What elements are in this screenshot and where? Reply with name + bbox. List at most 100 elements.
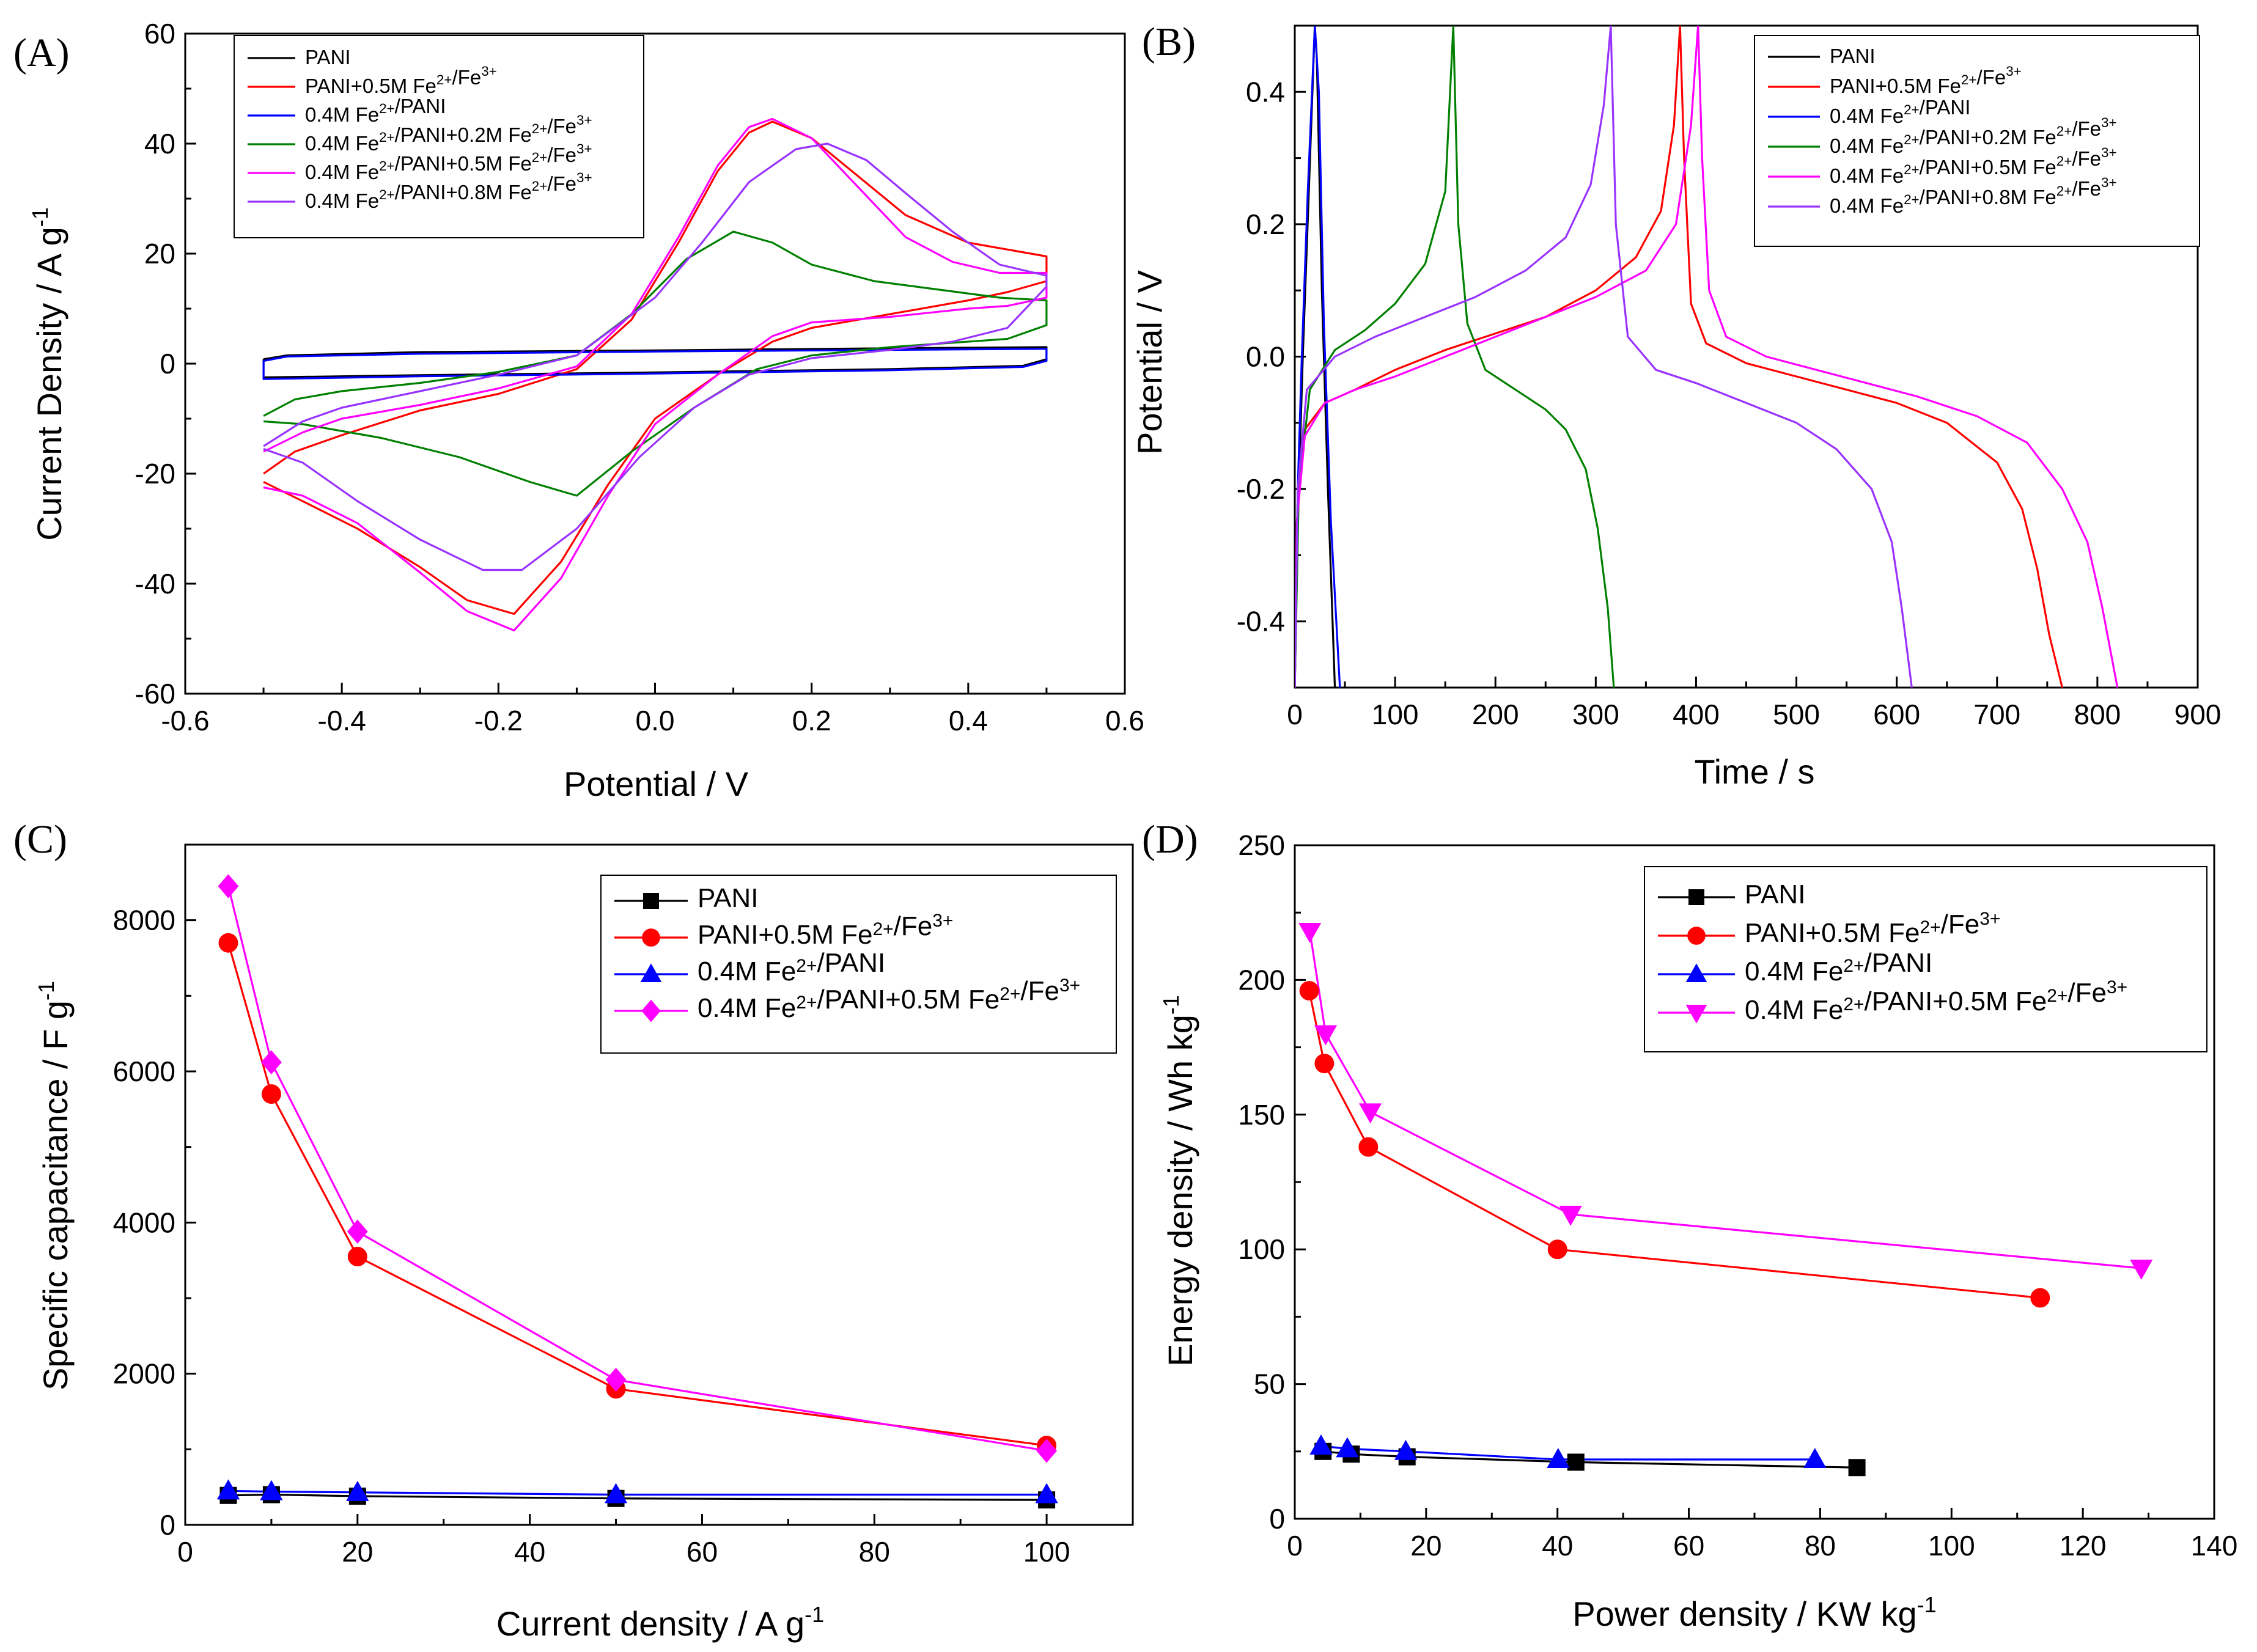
panel-d-point-2-0: [1309, 1434, 1333, 1455]
panel-d-legend-label-2-text: 0.4M: [1745, 956, 1812, 986]
panel-b-series-line-3: [1295, 26, 1615, 688]
panel-b-legend-label-3-fe: Fe: [2077, 117, 2101, 140]
panel-a-legend-label-2-fe: Fe: [356, 103, 380, 126]
panel-d-ylabel-text: Energy density / Wh kg: [1161, 1015, 1199, 1367]
panel-b-legend-label-4: 0.4M Fe2+/PANI+0.5M Fe2+/Fe3+: [1830, 145, 2117, 187]
panel-d-xtick-label: 60: [1673, 1530, 1704, 1562]
panel-c-xlabel-text: Current density / A g: [496, 1604, 804, 1643]
panel-d-point-0-4: [1848, 1459, 1866, 1477]
panel-b-xtick-label: 900: [2174, 699, 2222, 730]
panel-a-ytick-label: -40: [135, 568, 175, 600]
panel-a-legend-label-4-text: /: [547, 144, 553, 166]
panel-d-legend-label-2-text: /PANI: [1865, 948, 1933, 978]
panel-d: (D) 0 20 40 60 80 100 120 140 0 50 100 150 200 250 Po…: [1142, 817, 2237, 1633]
panel-b-legend-label-1-text: PANI+0.5M: [1830, 75, 1937, 97]
panel-d-point-3-4: [2130, 1260, 2153, 1280]
panel-a-legend-label-4-fe: Fe: [356, 161, 380, 183]
panel-b-xtick-label: 800: [2074, 699, 2121, 730]
panel-d-legend-marker-3: [1685, 1005, 1707, 1024]
panel-d-point-2-2: [1394, 1439, 1418, 1460]
panel-a-legend-label-3-sup: 2+: [379, 130, 395, 145]
panel-d-legend-marker-2: [1685, 963, 1707, 982]
panel-b-legend-label-0-text: PANI: [1830, 45, 1876, 67]
panel-c-ytick-label: 0: [160, 1509, 175, 1541]
panel-a-xtick-label: 0.2: [792, 705, 831, 736]
panel-b-legend-label-3-sup: 3+: [2101, 115, 2117, 130]
panel-c-point-3-0: [218, 874, 239, 898]
panel-a-legend-label-5-fe: Fe: [553, 172, 576, 195]
panel-a-legend-label-4-sup: 3+: [576, 141, 592, 156]
panel-d-legend-label-1-text: PANI+0.5M: [1745, 918, 1888, 948]
panel-c-ytick-label: 6000: [113, 1055, 175, 1087]
panel-b-xtick-label: 500: [1773, 699, 1820, 730]
panel-d-legend-label-1-sup: 3+: [1979, 909, 2000, 929]
panel-b-legend-label-3: 0.4M Fe2+/PANI+0.2M Fe2+/Fe3+: [1830, 115, 2117, 157]
panel-d-point-2-3: [1547, 1448, 1570, 1469]
panel-d-point-1-1: [1314, 1054, 1335, 1073]
panel-c-legend-marker-0: [643, 893, 659, 909]
panel-d-plot: 0 20 40 60 80 100 120 140 0 50 100 150 200 250: [1238, 829, 2237, 1562]
panel-a-legend-label-1-sup: 2+: [436, 72, 452, 87]
panel-d-legend-label-3-sup: 2+: [1843, 994, 1864, 1015]
panel-c-legend-label-3-fe: Fe: [968, 985, 1000, 1015]
panel-b-legend-label-2-sup: 2+: [1904, 102, 1920, 117]
panel-d-point-3-3: [1559, 1205, 1582, 1226]
panel-a-legend-label-3-text: /: [547, 115, 553, 138]
panel-c-legend-label-0-text: PANI: [698, 883, 758, 913]
panel-a-series-line-5: [263, 142, 1048, 571]
panel-c-legend-label-3-text: 0.4M: [698, 993, 765, 1023]
panel-a: (A) -0.6 -0.4 -0.2 0.0 0.2 0.4 0.6 -60 -40 -20 0 20…: [13, 18, 1144, 803]
panel-d-ytick-label: 250: [1238, 829, 1285, 861]
panel-b-legend-box: [1754, 35, 2200, 247]
panel-c-xlabel: Current density / A g-1: [496, 1602, 824, 1643]
panel-c-legend-marker-1: [642, 928, 660, 947]
panel-a-legend-label-4-text: 0.4M: [305, 161, 356, 183]
panel-a-legend-label-3-fe: Fe: [508, 123, 532, 146]
panel-d-legend-label-2-sup: 2+: [1843, 956, 1864, 976]
panel-b-ytick-label: -0.2: [1237, 473, 1285, 505]
panel-d-legend-box: [1644, 866, 2207, 1052]
panel-b-legend-label-5-text: /: [2072, 177, 2078, 200]
panel-b-xtick-label: 100: [1372, 699, 1419, 730]
panel-b-legend-label-4-text: /: [2072, 147, 2078, 170]
panel-d-ytick-label: 150: [1238, 1099, 1285, 1131]
panel-c-legend-label-3-sup: 2+: [1000, 984, 1020, 1004]
panel-b-legend-label-5-text: 0.4M: [1830, 194, 1880, 217]
panel-c-point-1-0: [218, 933, 238, 953]
panel-c-legend-label-1-text: /: [894, 911, 902, 941]
panel-a-legend-label-3-text: /PANI+0.2M: [395, 123, 509, 146]
panel-d-xtick-label: 80: [1805, 1530, 1836, 1562]
panel-b-ytick-label: 0.4: [1246, 76, 1285, 108]
panel-a-legend-box: [234, 35, 644, 238]
panel-a-ylabel: Current Density / A g-1: [28, 207, 68, 541]
panel-a-legend-label-3: 0.4M Fe2+/PANI+0.2M Fe2+/Fe3+: [305, 112, 592, 155]
panel-c-legend-label-1-sup: 2+: [873, 919, 894, 939]
panel-d-xlabel-sup: -1: [1917, 1592, 1937, 1617]
panel-d-legend-label-3-text: /PANI+0.5M: [1865, 986, 2016, 1016]
panel-b-legend-label-1-sup: 3+: [2006, 64, 2022, 79]
panel-b-legend-label-4-sup: 2+: [1904, 162, 1920, 177]
panel-c-legend-box: [600, 875, 1117, 1054]
panel-c-legend-label-1-fe: Fe: [841, 920, 872, 950]
panel-c-point-3-2: [347, 1219, 368, 1244]
panel-b-xtick-label: 700: [1973, 699, 2020, 730]
panel-c-point-1-2: [347, 1247, 367, 1266]
panel-a-xtick-label: -0.4: [318, 705, 366, 736]
panel-a-ylabel-text: Current Density / A g: [30, 227, 68, 541]
panel-b-legend-label-4-text: /PANI+0.5M: [1920, 156, 2033, 178]
panel-d-legend-label-3-fe: Fe: [2016, 986, 2047, 1016]
panel-b-legend-label-4-text: 0.4M: [1830, 164, 1880, 187]
panel-b-legend-label-5-sup: 3+: [2101, 175, 2117, 190]
panel-c: (C) 0 20 40 60 80 100 0 2000 4000 6000 8000 Curren…: [13, 817, 1134, 1643]
panel-d-legend-label-0: PANI: [1745, 879, 1805, 909]
panel-a-legend-label-4-fe: Fe: [553, 144, 576, 166]
panel-a-legend-label-0-text: PANI: [305, 46, 351, 68]
panel-a-ytick-label: -60: [135, 678, 175, 710]
panel-a-ytick-label: 60: [144, 18, 175, 50]
panel-b-legend-label-5-text: /PANI+0.8M: [1920, 186, 2033, 208]
panel-b-legend-label-0: PANI: [1830, 45, 1876, 67]
panel-b-legend-label-2: 0.4M Fe2+/PANI: [1830, 96, 1970, 127]
panel-c-legend-label-3: 0.4M Fe2+/PANI+0.5M Fe2+/Fe3+: [698, 975, 1080, 1023]
panel-d-point-0-3: [1567, 1453, 1585, 1471]
